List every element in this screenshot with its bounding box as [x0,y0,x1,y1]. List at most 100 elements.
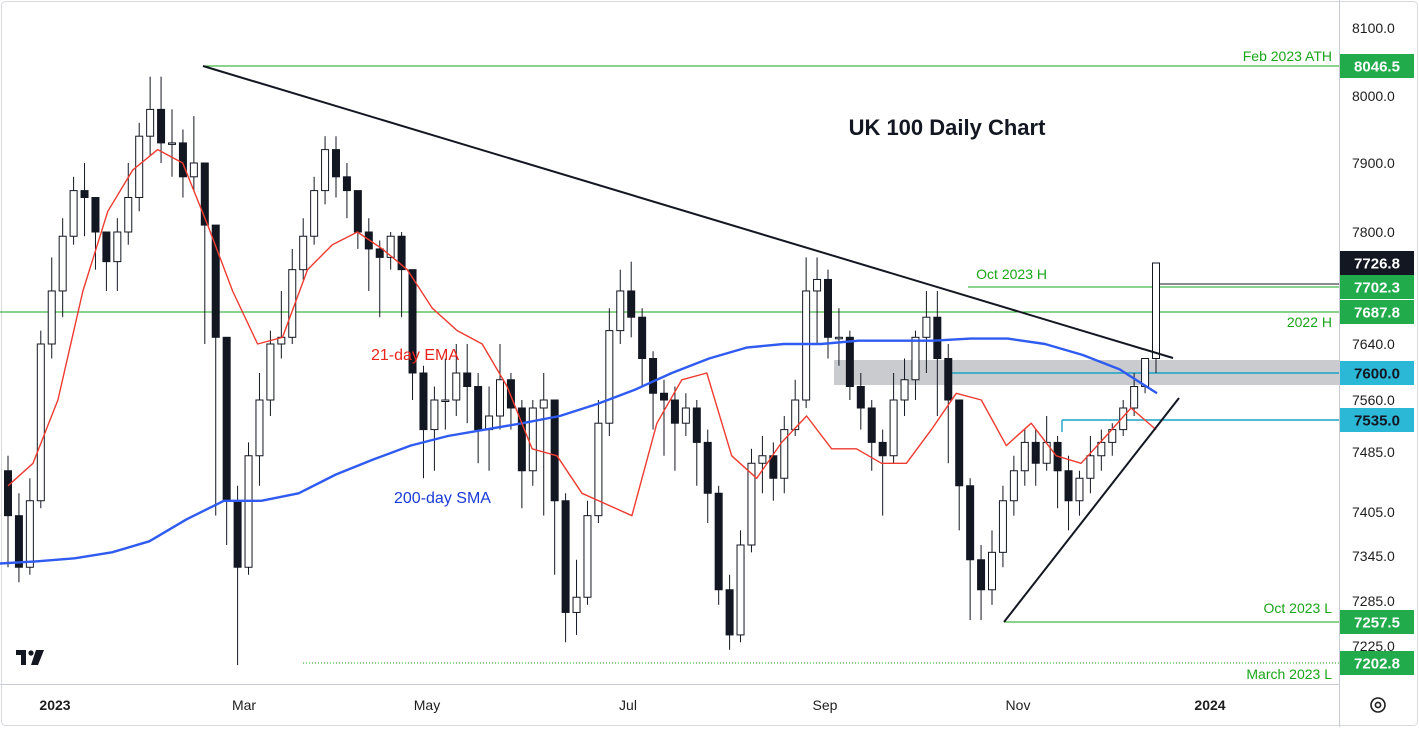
candle-body [474,386,483,431]
candle-body [889,399,898,457]
y-tick-label: 7900.0 [1352,155,1395,171]
candle-body [747,462,756,546]
y-tick-label: 7285.0 [1352,593,1395,609]
candle-body [791,399,800,431]
candle-body [824,278,832,338]
descending-trendline [202,65,1174,359]
candle-body [550,399,559,502]
x-tick-label: 2024 [1194,697,1225,713]
candle-body [506,379,515,409]
price-tag [1340,361,1414,385]
candle-body [496,379,504,417]
price-tag-label: 7702.3 [1354,280,1400,297]
candle-body [288,269,297,338]
x-tick-label: Sep [813,697,838,713]
settings-icon[interactable] [1370,697,1386,713]
candle-body [561,500,570,613]
candle-body [200,162,209,226]
candle-body [168,142,176,145]
y-tick-label: 8100.0 [1352,20,1395,36]
level-label: Oct 2023 H [976,266,1047,282]
price-tag [1340,610,1414,634]
y-tick-label: 7485.0 [1352,444,1395,460]
price-tag [1340,54,1414,78]
x-tick-label: Mar [232,697,256,713]
candle-body [802,290,811,401]
candle-body [211,224,220,338]
candle-body [146,108,155,137]
level-label: March 2023 L [1246,666,1332,682]
candle-body [834,336,843,340]
candle-body [539,399,548,409]
candle-body [1020,441,1029,472]
candle-body [1086,455,1095,479]
candle-body [266,343,275,401]
y-tick-label: 7405.0 [1352,504,1395,520]
candle-body [113,231,122,263]
candle-body [1130,386,1139,409]
candle-body [463,372,472,387]
x-tick-label: Jul [619,697,637,713]
candle-body [758,455,767,464]
candle-body [813,278,822,292]
candle-body [692,407,701,443]
candle-body [244,455,253,568]
candle-body [102,231,111,263]
candle-body [1031,441,1040,464]
candle-body [299,235,308,271]
candle-body [1152,262,1160,359]
candle-body [80,190,89,199]
x-tick-label: Nov [1006,697,1031,713]
candle-body [681,407,690,424]
candle-body [1141,358,1150,387]
candle-body [845,336,854,388]
candle-body [4,470,12,517]
price-tag-label: 7202.8 [1354,656,1400,673]
candle-body [69,190,78,237]
candle-body [342,176,351,192]
candle-body [25,500,34,568]
candle-body [616,290,625,332]
price-tag [1340,251,1414,275]
candle-body [933,316,942,360]
candle-body [1064,470,1073,502]
candle-body [321,149,330,192]
candle-body [911,336,920,381]
y-tick-label: 7640.0 [1352,336,1395,352]
candle-body [780,429,789,479]
y-tick-label: 7560.0 [1352,392,1395,408]
candle-body [769,455,778,479]
level-label: Oct 2023 L [1264,600,1333,616]
candle-body [178,142,187,178]
candle-body [310,190,319,237]
candle-body [736,544,745,636]
candle-body [649,358,658,394]
candle-body [944,358,953,401]
candle-body [222,336,231,502]
candle-body [408,269,417,374]
candle-body [397,235,406,271]
candle-body [703,441,712,494]
candle-body [955,399,964,487]
candle-body [517,407,526,472]
candle-body [856,386,865,409]
y-tick-label: 8000.0 [1352,88,1395,104]
y-tick-label: 7345.0 [1352,548,1395,564]
candle-body [670,399,679,424]
price-tag-label: 7687.8 [1354,305,1400,322]
candle-body [91,197,100,233]
ema-annotation: 21-day EMA [371,347,459,364]
price-tag [1340,300,1414,324]
candle-body [441,399,450,402]
candle-body [124,197,133,233]
candle-body [594,422,603,517]
candle-body [47,290,56,345]
sma-annotation: 200-day SMA [394,490,491,507]
candle-body [998,500,1007,553]
candle-body [627,290,636,318]
candle-body [528,407,537,472]
candle-body [714,492,723,591]
candle-body [1075,477,1084,502]
